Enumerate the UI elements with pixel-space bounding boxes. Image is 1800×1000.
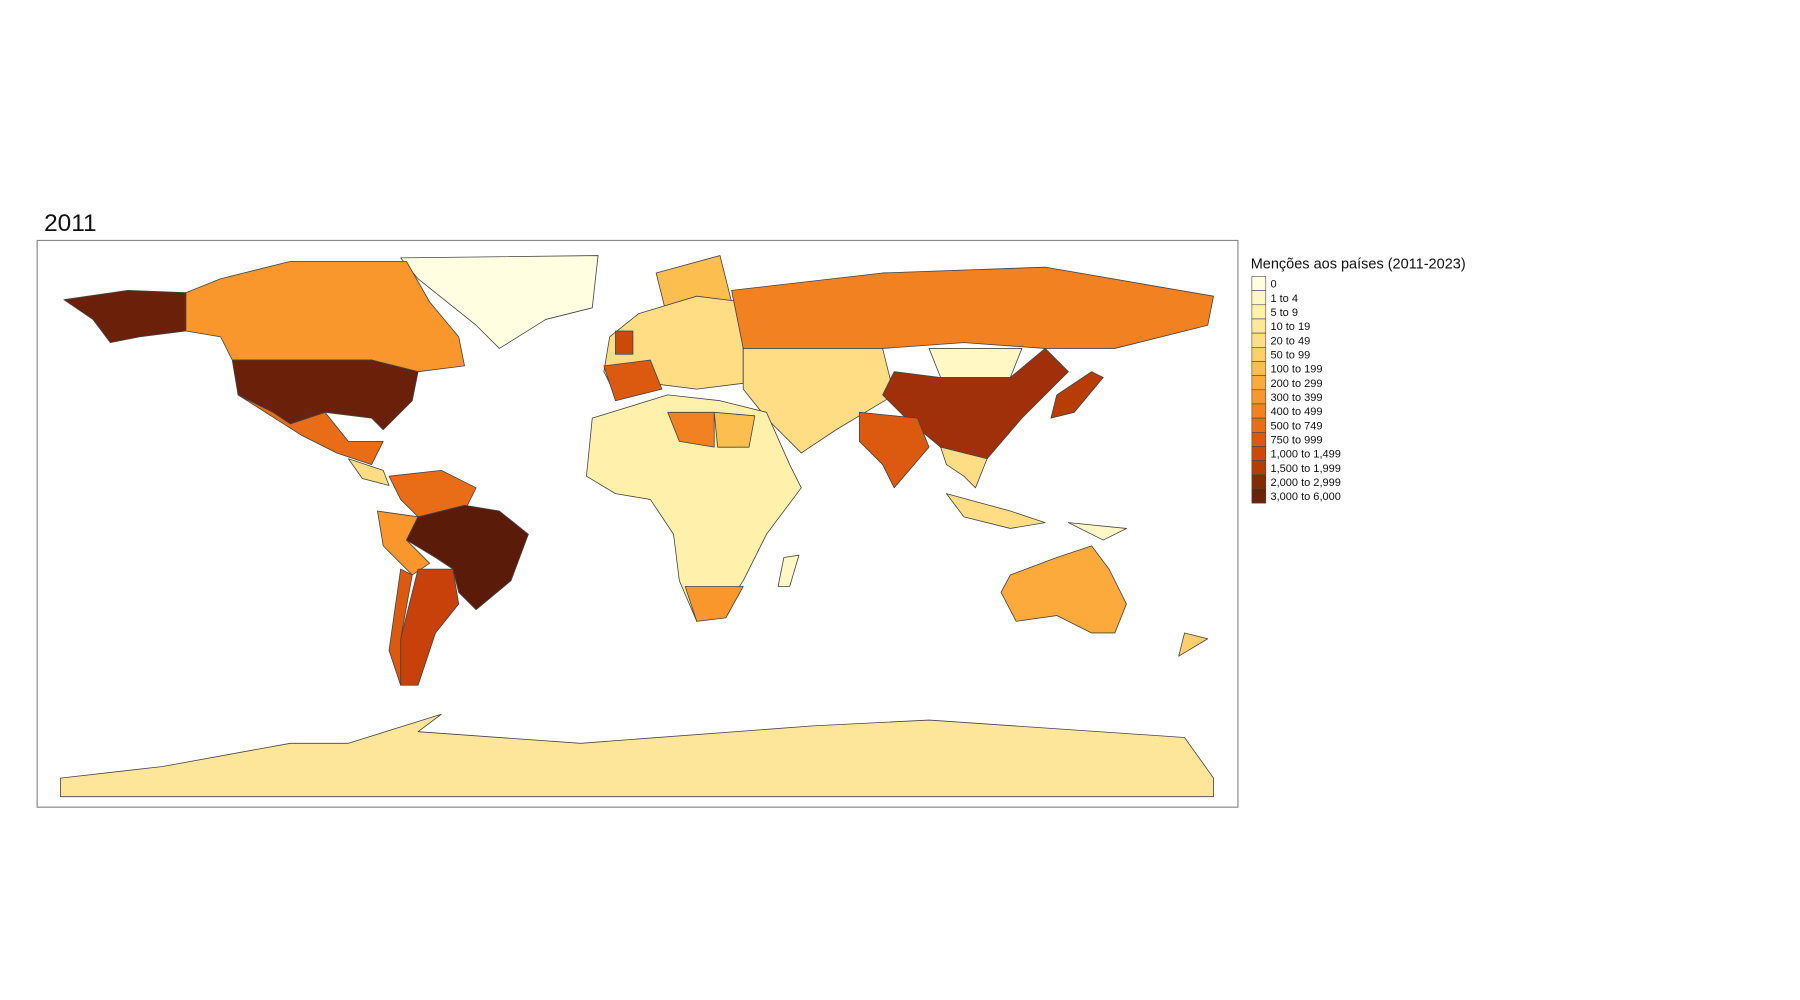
legend-label: 20 to 49 (1270, 335, 1310, 347)
canada (185, 260, 465, 373)
legend-swatch (1251, 460, 1267, 476)
mexico (237, 394, 384, 465)
libya (667, 411, 715, 448)
legend-swatch (1251, 318, 1267, 334)
india (858, 411, 930, 489)
legend-label: 3,000 to 6,000 (1270, 491, 1340, 503)
countries (59, 255, 1214, 798)
mongolia (928, 348, 1023, 378)
egypt (713, 411, 756, 448)
madagascar (777, 554, 800, 587)
legend-label: 100 to 199 (1270, 364, 1322, 376)
legend-label: 500 to 749 (1270, 420, 1322, 432)
legend-label: 10 to 19 (1270, 321, 1310, 333)
legend-label: 2,000 to 2,999 (1270, 477, 1340, 489)
new-zealand (1178, 632, 1209, 657)
china (882, 348, 1069, 460)
legend-label: 200 to 299 (1270, 378, 1322, 390)
legend-label: 1,000 to 1,499 (1270, 449, 1340, 461)
legend-swatch (1251, 474, 1267, 490)
france-spain (603, 359, 663, 402)
legend-swatch (1251, 361, 1267, 376)
legend-swatch (1251, 375, 1267, 391)
legend-swatch (1251, 417, 1267, 433)
legend-label: 50 to 99 (1270, 349, 1310, 361)
legend-swatch (1251, 304, 1267, 320)
legend-label: 400 to 499 (1270, 406, 1322, 418)
southeast-asia (940, 446, 988, 489)
legend-label: 1 to 4 (1270, 293, 1298, 305)
legend-swatch (1251, 347, 1267, 362)
legend-swatch (1251, 488, 1267, 504)
legend-swatch (1251, 276, 1267, 291)
map-title: 2011 (44, 210, 96, 237)
legend-label: 5 to 9 (1270, 307, 1298, 319)
legend-label: 0 (1270, 279, 1276, 291)
legend-label: 1,500 to 1,999 (1270, 463, 1340, 475)
legend-swatch (1251, 403, 1267, 419)
papua (1067, 522, 1127, 541)
antarctica (59, 713, 1214, 798)
legend-label: 750 to 999 (1270, 434, 1322, 446)
japan (1050, 371, 1104, 419)
middle-east (742, 348, 895, 454)
legend-label: 300 to 399 (1270, 392, 1322, 404)
legend-swatch (1251, 290, 1267, 306)
uk (615, 330, 634, 355)
brazil (406, 504, 529, 611)
chile (388, 568, 413, 686)
legend-title: Menções aos países (2011-2023) (1251, 256, 1466, 272)
legend: Menções aos países (2011-2023) 0 1 to 4 5 … (1251, 256, 1466, 504)
legend-swatch (1251, 389, 1267, 405)
legend-swatch (1251, 446, 1267, 461)
indonesia (946, 493, 1046, 529)
south-africa (684, 586, 744, 622)
alaska (63, 289, 187, 344)
central-america (347, 458, 390, 486)
legend-swatch (1251, 432, 1267, 447)
greenland (400, 255, 599, 349)
australia (1000, 545, 1127, 634)
legend-swatch (1251, 332, 1267, 348)
